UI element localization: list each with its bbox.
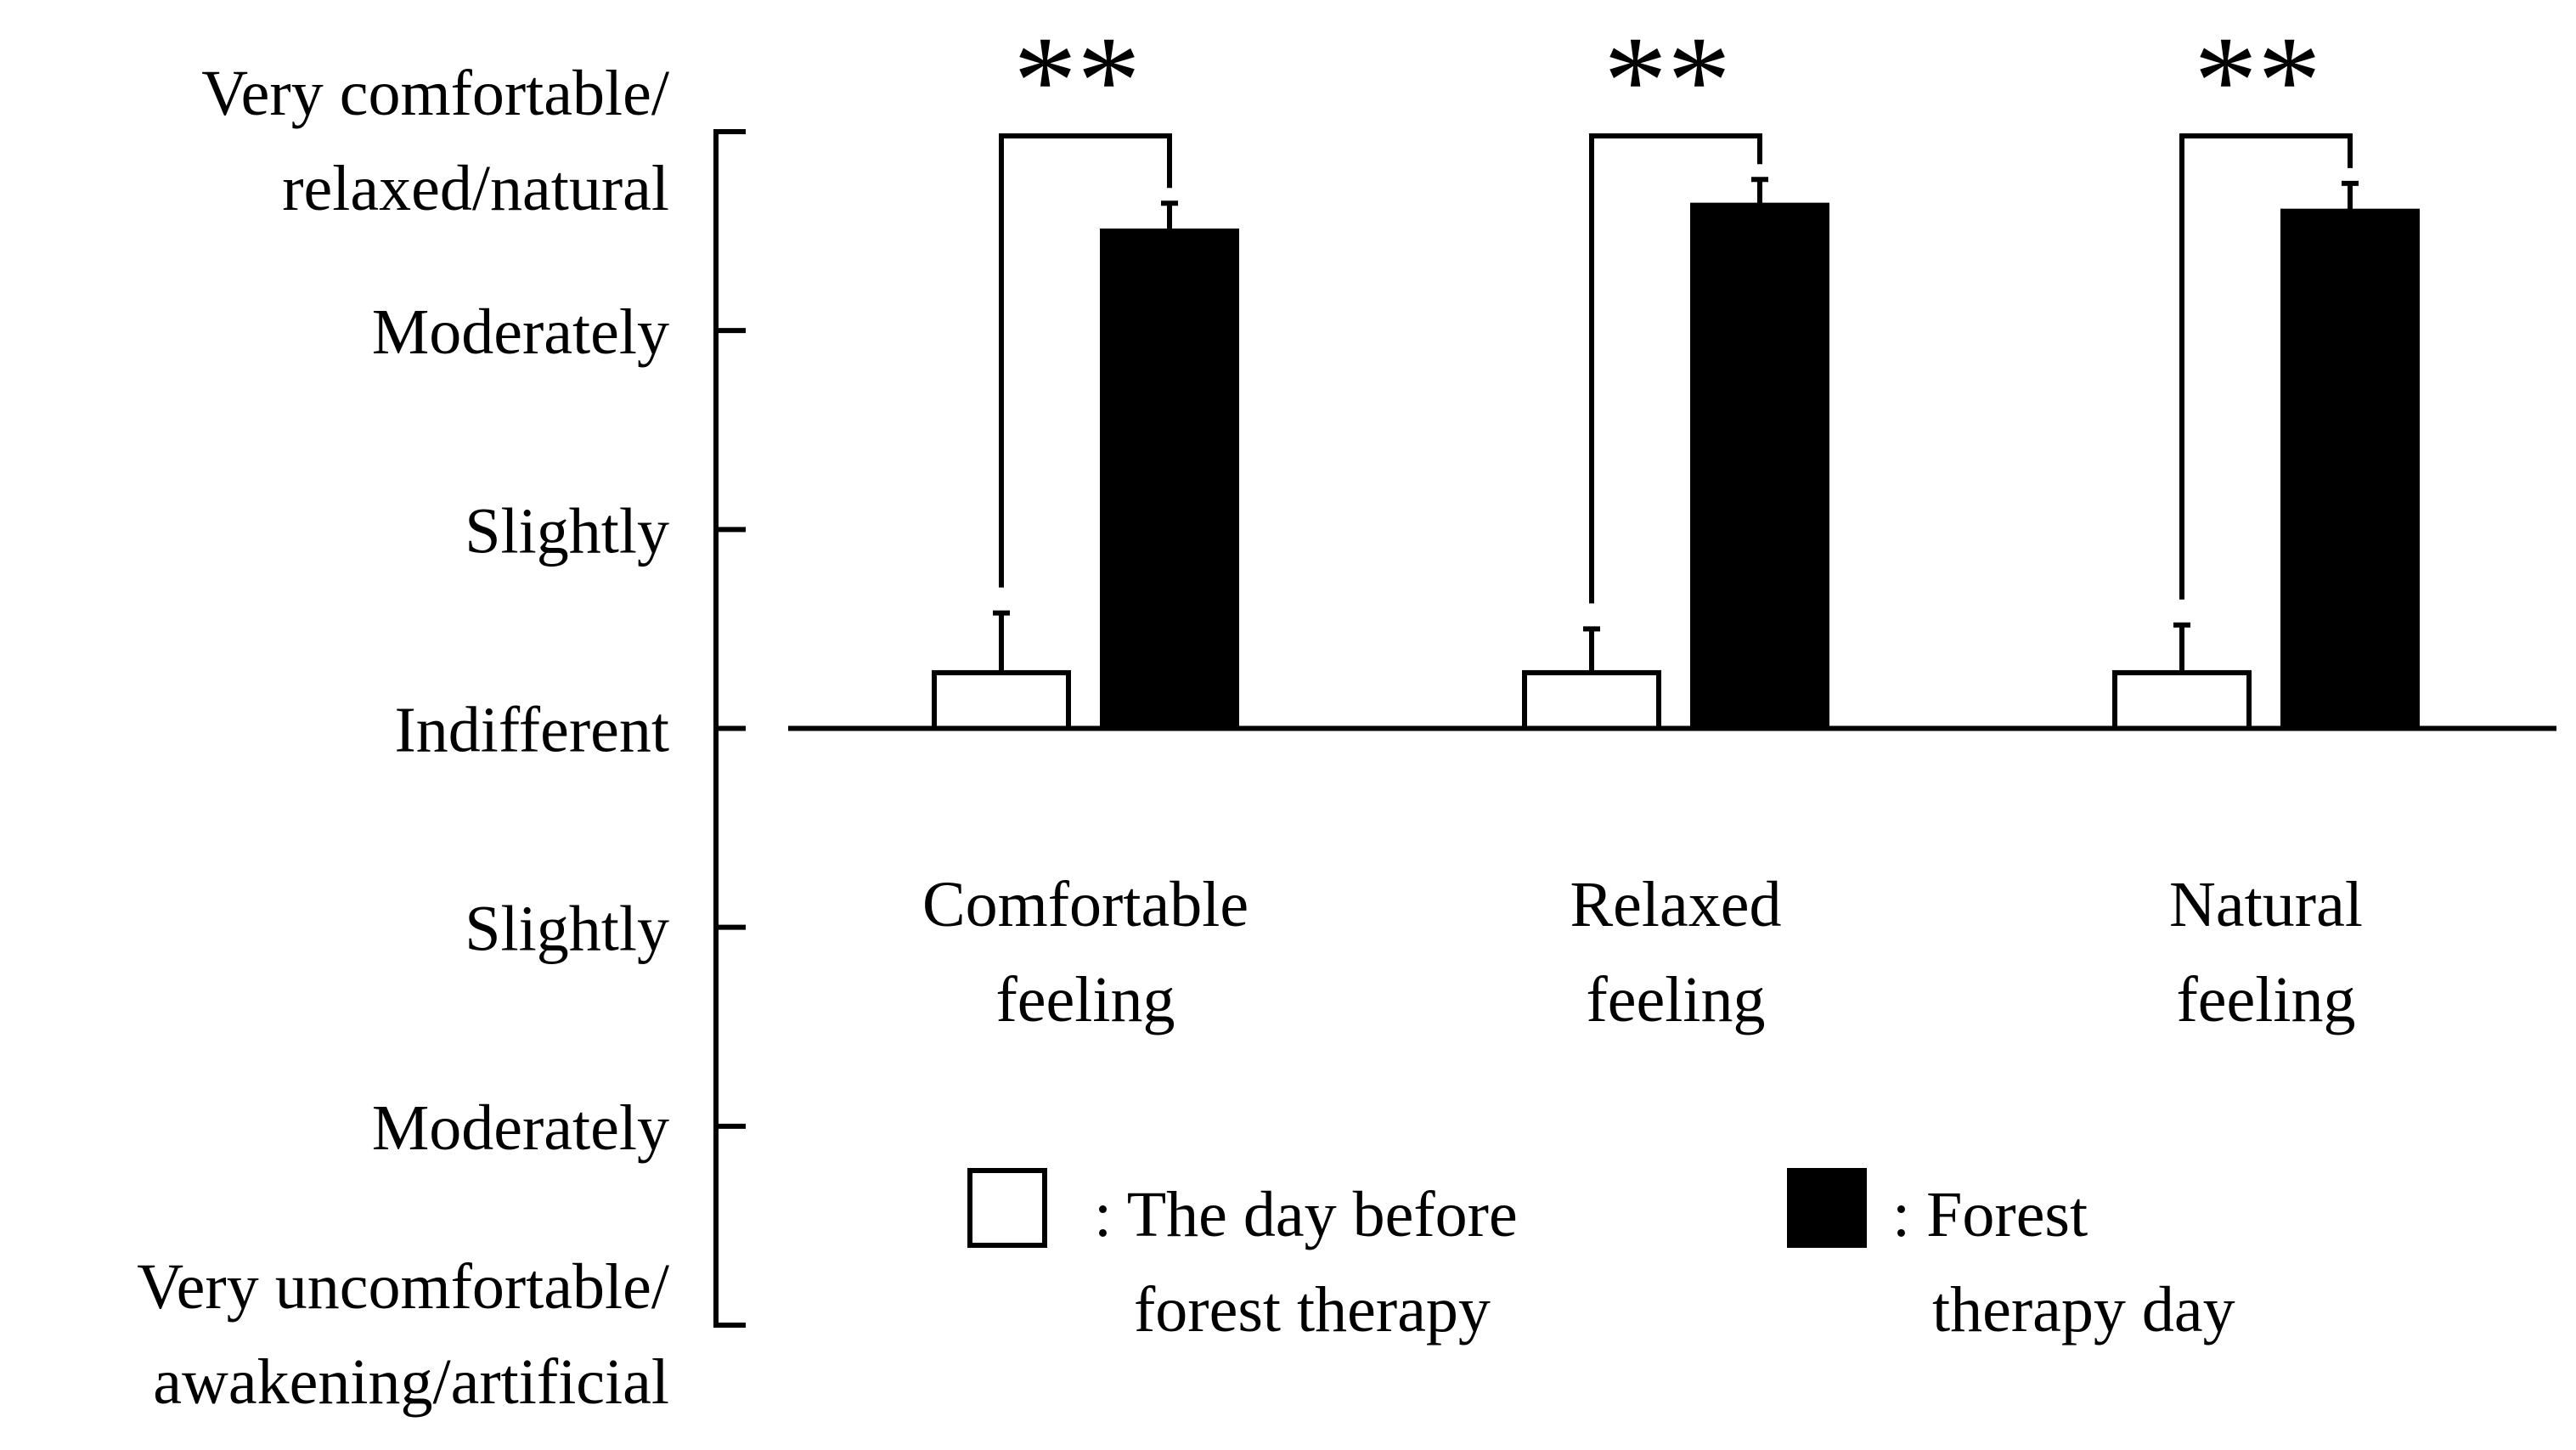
bar-before-3 <box>2112 669 2252 731</box>
legend-label: therapy day <box>1932 1274 2235 1346</box>
category-label: Natural <box>2169 869 2363 940</box>
y-tick-label: Moderately <box>372 296 669 368</box>
category-label: feeling <box>1586 964 1765 1035</box>
bar-before-2 <box>1522 669 1661 731</box>
y-tick-label: Slightly <box>465 894 669 965</box>
significance-marker: ** <box>1604 10 1731 151</box>
legend-swatch-forest <box>1787 1168 1867 1248</box>
bar-forest-3 <box>2280 208 2420 731</box>
significance-marker: ** <box>1013 10 1141 151</box>
category-label: feeling <box>995 964 1175 1035</box>
significance-bracket <box>1589 133 1762 604</box>
significance-marker: ** <box>2194 10 2321 151</box>
bar-forest-1 <box>1100 229 1239 731</box>
category-label: feeling <box>2176 964 2355 1035</box>
significance-bracket <box>2179 133 2353 600</box>
legend-label: forest therapy <box>1134 1274 1491 1346</box>
legend-label: : Forest <box>1892 1179 2088 1250</box>
y-tick-label: awakening/artificial <box>153 1346 669 1418</box>
significance-bracket <box>999 133 1172 588</box>
legend-label: : The day before <box>1094 1179 1518 1250</box>
y-tick-label: Slightly <box>465 495 669 567</box>
y-tick-label: Very comfortable/ <box>201 58 670 129</box>
bar-forest-2 <box>1690 202 1829 731</box>
bar-before-1 <box>932 669 1071 731</box>
y-tick-label: Very uncomfortable/ <box>137 1251 670 1323</box>
y-tick-label: relaxed/natural <box>282 153 669 224</box>
y-tick-label: Indifferent <box>394 695 669 766</box>
legend-swatch-before <box>967 1168 1047 1248</box>
category-label: Comfortable <box>922 869 1249 940</box>
category-label: Relaxed <box>1570 869 1781 940</box>
y-tick-label: Moderately <box>372 1092 669 1164</box>
